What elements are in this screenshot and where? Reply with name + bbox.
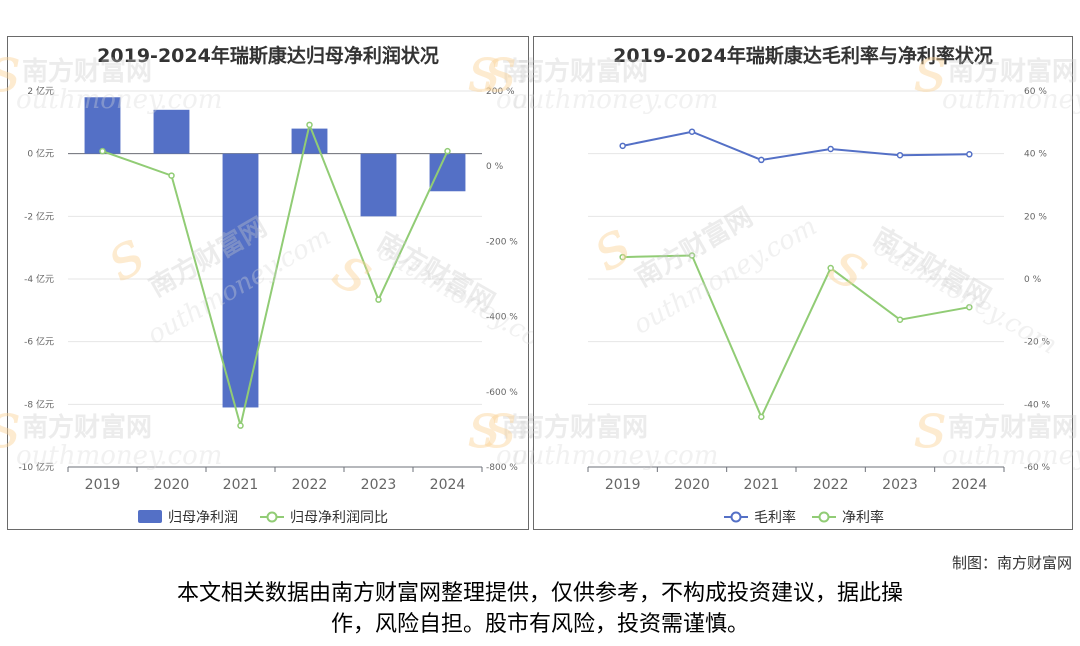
x-tick-label: 2019 bbox=[85, 477, 121, 493]
legend-line-label: 归母净利润同比 bbox=[290, 509, 388, 526]
legend-bar-label: 归母净利润 bbox=[168, 509, 238, 526]
x-tick-label: 2019 bbox=[605, 477, 641, 493]
legend-bar-swatch bbox=[138, 510, 162, 523]
x-tick-label: 2021 bbox=[223, 477, 259, 493]
series-0-point-2020 bbox=[688, 128, 696, 135]
series-line-0 bbox=[622, 130, 970, 161]
right-chart-svg: 60 % 40 % 20 % 0 % -20 % -40 % -60 % 2019 2020 20… bbox=[587, 87, 1051, 526]
legend-label-0: 毛利率 bbox=[754, 509, 796, 526]
yoy-point-2019 bbox=[99, 147, 106, 155]
series-1-point-2019 bbox=[619, 253, 626, 261]
x-tick-label: 2024 bbox=[952, 477, 988, 493]
series-1-point-2021 bbox=[758, 413, 765, 421]
series-0-point-2024 bbox=[966, 151, 973, 158]
legend-line-marker bbox=[266, 511, 278, 523]
bar-2021 bbox=[222, 153, 259, 408]
yoy-point-2021 bbox=[237, 422, 244, 429]
right-chart-panel: 60 % 40 % 20 % 0 % -20 % -40 % -60 % 2019 2020 20… bbox=[484, 33, 1080, 530]
yoy-point-2020 bbox=[168, 172, 175, 179]
right-y-tick-label: 0 % bbox=[486, 162, 504, 172]
left-chart-title: 2019-2024年瑞斯康达归母净利润状况 bbox=[97, 45, 439, 67]
right-y-tick-label: -400 % bbox=[486, 313, 518, 323]
left-y-tick-label: -6 亿元 bbox=[24, 336, 54, 348]
right-y-tick-label: 20 % bbox=[1024, 212, 1047, 222]
series-0-point-2021 bbox=[758, 156, 765, 164]
left-chart-svg: 2 亿元 0 亿元 -2 亿元 -4 亿元 -6 亿元 -8 亿元 -10 亿元 200 % 0… bbox=[18, 85, 518, 526]
left-y-tick-label: -2 亿元 bbox=[24, 210, 54, 222]
disclaimer-line-1: 本文相关数据由南方财富网整理提供，仅供参考，不构成投资建议，据此操 bbox=[176, 581, 903, 606]
disclaimer-line-2: 作，风险自担。股市有风险，投资需谨慎。 bbox=[330, 612, 749, 637]
disclaimer: 本文相关数据由南方财富网整理提供，仅供参考，不构成投资建议，据此操 作，风险自担… bbox=[0, 578, 1080, 640]
series-0-point-2022 bbox=[827, 145, 834, 153]
legend-label-1: 净利率 bbox=[842, 509, 884, 526]
right-y-tick-label: -20 % bbox=[1024, 338, 1051, 348]
legend-marker-0 bbox=[730, 511, 742, 523]
right-grid bbox=[588, 90, 1004, 468]
right-y-tick-label: 60 % bbox=[1024, 87, 1047, 97]
bar-2019 bbox=[84, 97, 121, 154]
bar-2024 bbox=[429, 153, 466, 192]
series-0-point-2019 bbox=[619, 142, 626, 150]
x-tick-label: 2020 bbox=[674, 477, 710, 493]
left-y-tick-label: 0 亿元 bbox=[27, 148, 54, 160]
x-tick-label: 2022 bbox=[292, 477, 328, 493]
left-y-tick-label: 2 亿元 bbox=[27, 85, 54, 97]
series-1-point-2020 bbox=[688, 252, 696, 259]
bar-2022 bbox=[291, 128, 328, 154]
left-y-tick-label: -4 亿元 bbox=[24, 273, 54, 285]
x-tick-label: 2022 bbox=[813, 477, 849, 493]
bar-2020 bbox=[153, 109, 190, 154]
series-line-1 bbox=[622, 254, 970, 420]
x-tick-label: 2023 bbox=[882, 477, 918, 493]
right-y-tick-label: -200 % bbox=[486, 237, 518, 247]
yoy-point-2023 bbox=[375, 296, 382, 303]
left-y-tick-label: -8 亿元 bbox=[24, 398, 54, 410]
right-y-tick-label: -600 % bbox=[486, 388, 518, 398]
right-y-tick-label: 0 % bbox=[1024, 275, 1042, 285]
x-tick-label: 2021 bbox=[744, 477, 780, 493]
yoy-point-2024 bbox=[444, 147, 451, 155]
right-y-tick-label: 200 % bbox=[486, 87, 515, 97]
series-0-point-2023 bbox=[896, 151, 904, 159]
right-y-tick-label: -800 % bbox=[486, 463, 518, 473]
left-chart-panel: 2 亿元 0 亿元 -2 亿元 -4 亿元 -6 亿元 -8 亿元 -10 亿元 200 % 0… bbox=[0, 33, 702, 530]
yoy-point-2022 bbox=[306, 121, 313, 129]
bar-2023 bbox=[360, 153, 397, 217]
x-tick-label: 2020 bbox=[154, 477, 190, 493]
series-1-point-2024 bbox=[966, 303, 973, 311]
right-y-tick-label: -60 % bbox=[1024, 463, 1051, 473]
right-chart-title: 2019-2024年瑞斯康达毛利率与净利率状况 bbox=[613, 45, 993, 67]
chart-credit: 制图：南方财富网 bbox=[951, 554, 1072, 572]
left-y-tick-label: -10 亿元 bbox=[18, 461, 54, 473]
x-tick-label: 2023 bbox=[361, 477, 397, 493]
right-y-tick-label: -40 % bbox=[1024, 400, 1051, 410]
legend-marker-1 bbox=[818, 511, 830, 523]
right-y-tick-label: 40 % bbox=[1024, 150, 1047, 160]
series-1-point-2023 bbox=[896, 316, 904, 323]
series-1-point-2022 bbox=[827, 264, 834, 272]
yoy-line bbox=[102, 121, 449, 426]
x-tick-label: 2024 bbox=[430, 477, 466, 493]
